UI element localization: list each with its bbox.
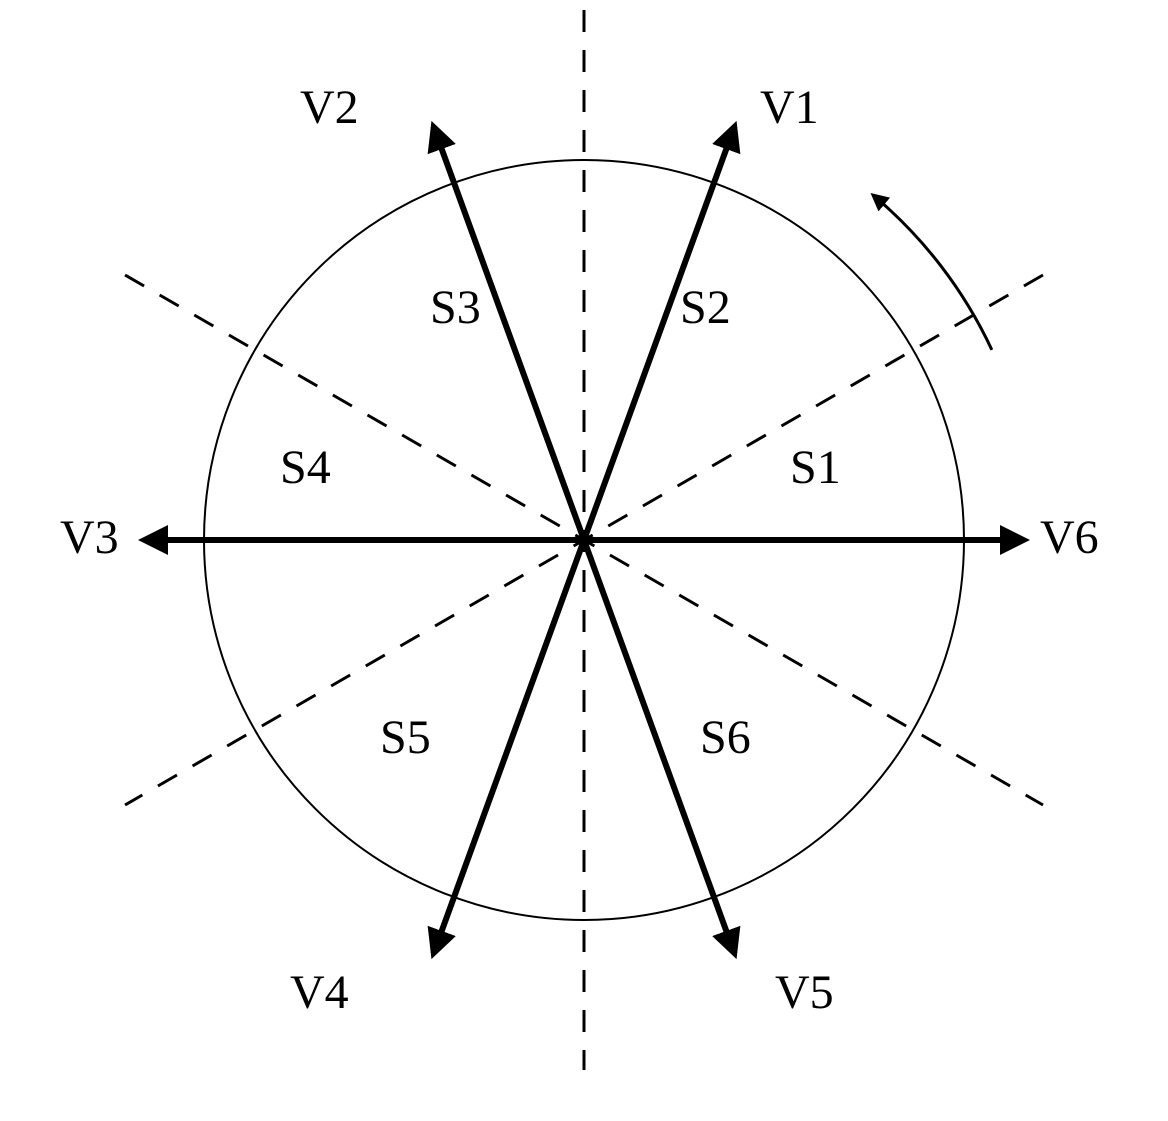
vector-label-v6: V6 bbox=[1040, 510, 1099, 565]
sector-label-s1: S1 bbox=[790, 440, 841, 495]
vector-label-v1: V1 bbox=[760, 80, 819, 135]
sector-label-s3: S3 bbox=[430, 280, 481, 335]
vector-label-v5: V5 bbox=[775, 965, 834, 1020]
sector-label-s5: S5 bbox=[380, 710, 431, 765]
diagram-svg bbox=[0, 0, 1168, 1121]
vector-label-v3: V3 bbox=[60, 510, 119, 565]
vector-diagram: V1 V2 V3 V4 V5 V6 S1 S2 S3 S4 S5 S6 bbox=[0, 0, 1168, 1121]
vector-label-v4: V4 bbox=[290, 965, 349, 1020]
sector-label-s6: S6 bbox=[700, 710, 751, 765]
vector-label-v2: V2 bbox=[300, 80, 359, 135]
sector-label-s2: S2 bbox=[680, 280, 731, 335]
sector-label-s4: S4 bbox=[280, 440, 331, 495]
